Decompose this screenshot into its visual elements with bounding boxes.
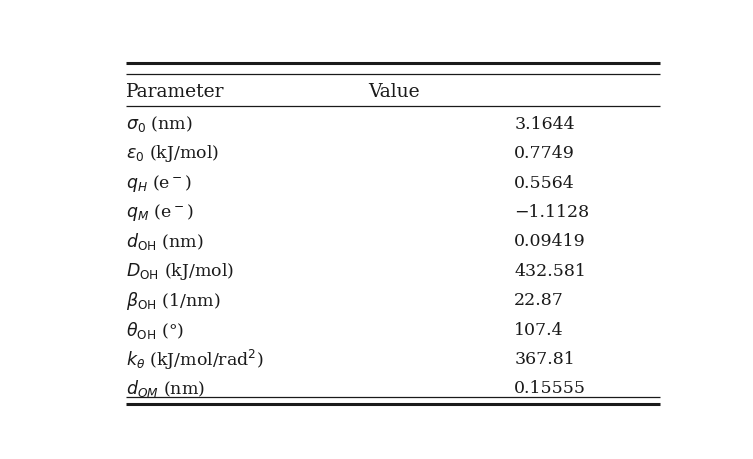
Text: $\theta_{\mathrm{OH}}$ (°): $\theta_{\mathrm{OH}}$ (°) <box>127 319 184 340</box>
Text: $q_M$ (e$^-$): $q_M$ (e$^-$) <box>127 202 194 223</box>
Text: $d_{OM}$ (nm): $d_{OM}$ (nm) <box>127 378 205 398</box>
Text: $\beta_{\mathrm{OH}}$ (1/nm): $\beta_{\mathrm{OH}}$ (1/nm) <box>127 289 221 311</box>
Text: 0.7749: 0.7749 <box>514 145 575 162</box>
Text: $\sigma_0$ (nm): $\sigma_0$ (nm) <box>127 114 193 134</box>
Text: 432.581: 432.581 <box>514 262 586 279</box>
Text: $q_H$ (e$^-$): $q_H$ (e$^-$) <box>127 172 193 193</box>
Text: 0.5564: 0.5564 <box>514 174 575 191</box>
Text: Parameter: Parameter <box>127 83 224 101</box>
Text: 107.4: 107.4 <box>514 321 564 338</box>
Text: 0.09419: 0.09419 <box>514 233 586 250</box>
Text: $k_\theta$ (kJ/mol/rad$^2$): $k_\theta$ (kJ/mol/rad$^2$) <box>127 347 264 371</box>
Text: $d_{\mathrm{OH}}$ (nm): $d_{\mathrm{OH}}$ (nm) <box>127 231 204 252</box>
Text: 22.87: 22.87 <box>514 291 564 308</box>
Text: Value: Value <box>368 83 420 101</box>
Text: 3.1644: 3.1644 <box>514 116 575 133</box>
Text: 0.15555: 0.15555 <box>514 380 587 397</box>
Text: −1.1128: −1.1128 <box>514 203 590 220</box>
Text: $D_{\mathrm{OH}}$ (kJ/mol): $D_{\mathrm{OH}}$ (kJ/mol) <box>127 260 234 281</box>
Text: $\varepsilon_0$ (kJ/mol): $\varepsilon_0$ (kJ/mol) <box>127 143 219 164</box>
Text: 367.81: 367.81 <box>514 350 575 367</box>
